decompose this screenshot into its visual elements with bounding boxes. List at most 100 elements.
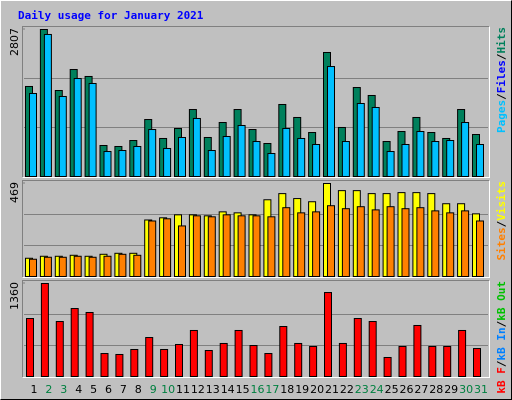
bar [371,106,380,177]
bar [461,210,470,277]
x-tick-label: 26 [400,383,414,396]
bar [133,145,142,178]
bar [297,212,306,277]
legend: Pages/Files/Hits [495,27,508,133]
x-tick-label: 29 [444,383,458,396]
bar [192,117,201,177]
bar [103,255,112,277]
x-tick-label: 7 [120,383,127,396]
bar [338,342,347,377]
x-tick-label: 18 [280,383,294,396]
legend-entry: Sites [495,227,508,260]
bar [341,208,350,277]
x-tick-label: 4 [75,383,82,396]
bar [118,253,127,278]
x-tick-label: 17 [265,383,279,396]
legend-entry: kB Out [495,281,508,321]
x-tick-label: 14 [221,383,235,396]
legend-separator: / [495,360,508,367]
bar [237,124,246,177]
chart-title: Daily usage for January 2021 [18,9,204,22]
bar [431,141,440,177]
legend: kB F/kB In/kB Out [495,281,508,394]
bar [189,329,198,377]
bar [100,353,109,377]
bar [416,207,425,277]
bar [58,256,67,278]
legend-entry: Hits [495,27,508,54]
bar [386,206,395,277]
legend-entry: Visits [495,181,508,221]
bar [458,329,467,377]
x-tick-label: 3 [60,383,67,396]
bar [386,151,395,177]
bar [73,255,82,277]
bar [312,144,321,177]
x-tick-label: 16 [251,383,265,396]
bar [297,137,306,178]
x-tick-label: 25 [385,383,399,396]
y-tick-label: 1360 [8,282,21,310]
x-tick-label: 31 [474,383,488,396]
bar [279,326,288,378]
bar [446,212,455,277]
bar [309,345,318,377]
bar [118,150,127,177]
x-tick-label: 5 [90,383,97,396]
bar [431,210,440,277]
bar [401,144,410,177]
legend-entry: Files [495,60,508,93]
bar [267,153,276,178]
x-tick-label: 30 [459,383,473,396]
y-tick-label: 2807 [8,28,21,56]
bar [341,141,350,177]
x-tick-label: 1 [31,383,38,396]
legend-entry: kB In [495,327,508,360]
x-tick-label: 28 [429,383,443,396]
bar [294,342,303,377]
bar [428,345,437,377]
bar [43,256,52,278]
panel-frame-light [22,280,490,378]
bar [446,140,455,177]
x-tick-label: 9 [150,383,157,396]
legend-entry: kB F [495,367,508,394]
bar [222,135,231,177]
x-tick-label: 13 [206,383,220,396]
bar [312,211,321,277]
bar [476,144,484,177]
legend-separator: / [495,53,508,60]
bar [264,353,273,377]
bar [252,141,261,177]
x-tick-label: 8 [135,383,142,396]
bar [145,337,154,378]
bar [249,345,258,378]
bar [252,215,261,277]
x-tick-label: 22 [340,383,354,396]
bar [234,329,243,377]
bar [461,122,470,178]
bar [356,206,365,277]
x-tick-label: 2 [45,383,52,396]
legend-entry: Pages [495,100,508,133]
bar [175,343,183,378]
bar [267,216,276,277]
bar [324,292,332,377]
bar [29,92,37,177]
bar [327,66,335,177]
bar [26,318,34,378]
bar [207,150,216,177]
bar [371,209,380,278]
panel-frame-dark [22,280,490,378]
bar [356,102,365,177]
bar [178,225,186,277]
y-tick-label: 469 [8,182,21,203]
bar [115,353,124,378]
bar [85,311,94,377]
bar [130,348,139,378]
bar [88,82,97,177]
x-tick-label: 6 [105,383,112,396]
